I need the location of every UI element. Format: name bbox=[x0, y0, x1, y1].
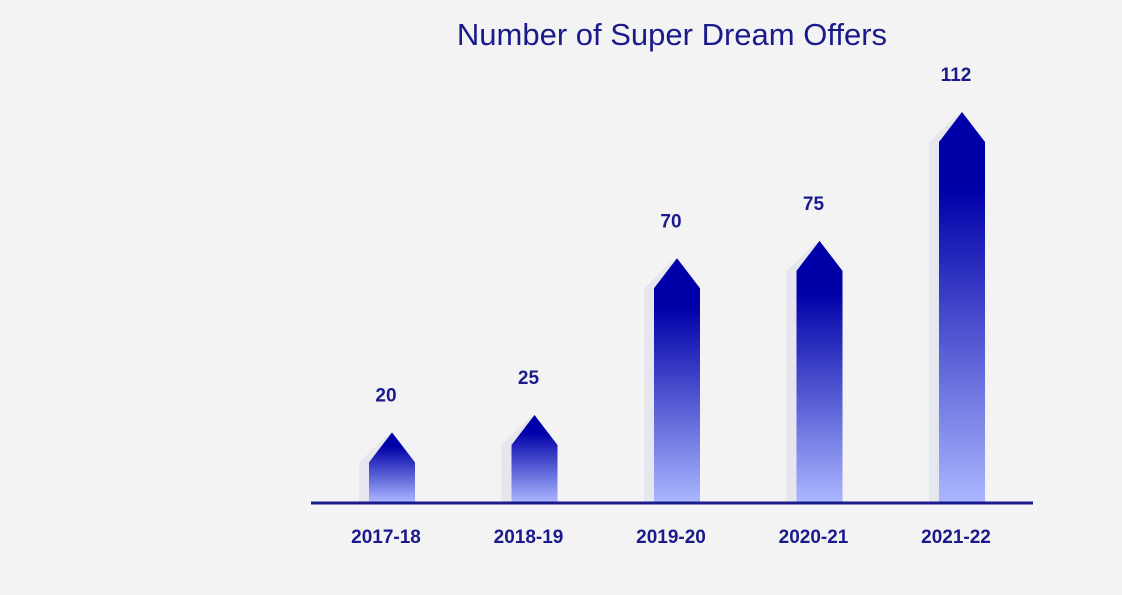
bar-shadow bbox=[929, 112, 962, 502]
bar-2020-21 bbox=[796, 240, 843, 502]
bar-shadow bbox=[786, 240, 820, 502]
x-tick-label-2017-18: 2017-18 bbox=[351, 527, 421, 548]
bar-2017-18 bbox=[369, 432, 415, 502]
x-tick-label-2019-20: 2019-20 bbox=[636, 527, 706, 548]
labels-layer: 20 2017-18 25 2018-19 70 2019-20 75 2020-21 112 2… bbox=[351, 65, 991, 548]
data-label-2017-18: 20 bbox=[375, 385, 396, 406]
x-tick-label-2020-21: 2020-21 bbox=[779, 527, 849, 548]
bar-shadow bbox=[359, 432, 392, 502]
data-label-2021-22: 112 bbox=[941, 65, 972, 86]
x-tick-label-2018-19: 2018-19 bbox=[494, 527, 564, 548]
data-label-2019-20: 70 bbox=[660, 211, 681, 232]
chart-title: Number of Super Dream Offers bbox=[457, 17, 887, 52]
bars-layer bbox=[359, 112, 985, 502]
bar-2021-22 bbox=[939, 112, 985, 502]
x-tick-label-2021-22: 2021-22 bbox=[921, 527, 991, 548]
data-label-2018-19: 25 bbox=[518, 368, 540, 389]
bar-shadow bbox=[501, 414, 535, 502]
bar-2019-20 bbox=[654, 258, 700, 502]
bar-shadow bbox=[644, 258, 677, 502]
data-label-2020-21: 75 bbox=[803, 194, 825, 215]
bar-2018-19 bbox=[511, 414, 558, 502]
